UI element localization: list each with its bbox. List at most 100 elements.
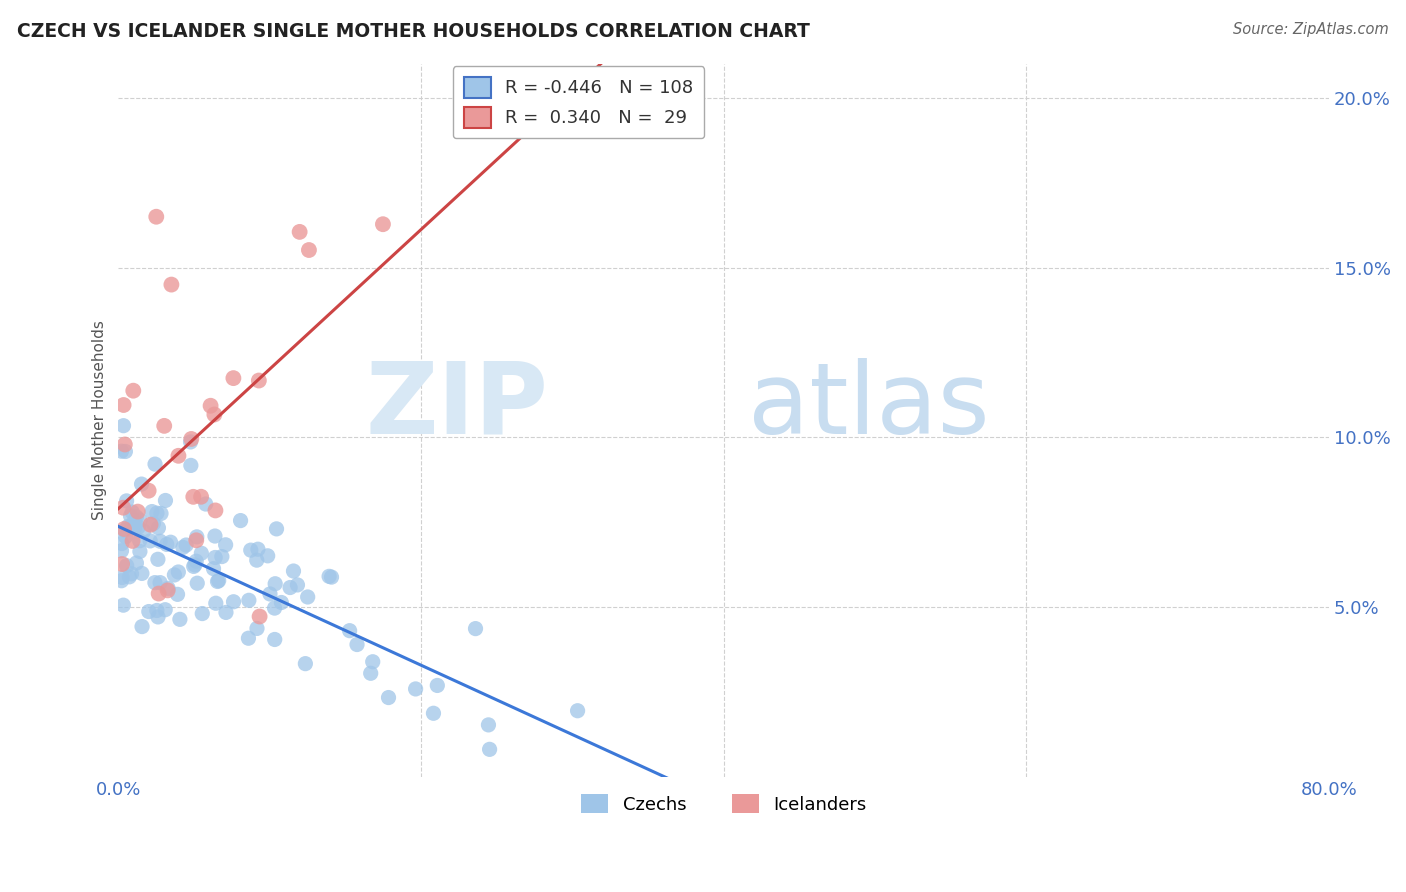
Point xyxy=(163,568,186,582)
Point xyxy=(142,516,165,531)
Point xyxy=(146,506,169,520)
Point xyxy=(426,678,449,692)
Point xyxy=(259,587,281,601)
Point xyxy=(169,612,191,626)
Point xyxy=(149,575,172,590)
Point xyxy=(371,217,394,231)
Point xyxy=(294,657,316,671)
Point xyxy=(239,543,262,558)
Text: ZIP: ZIP xyxy=(366,358,548,455)
Point xyxy=(145,210,167,224)
Point xyxy=(174,538,197,552)
Point xyxy=(204,596,226,610)
Legend: Czechs, Icelanders: Czechs, Icelanders xyxy=(574,787,873,821)
Point xyxy=(128,533,150,548)
Point xyxy=(405,681,427,696)
Point xyxy=(346,638,368,652)
Point xyxy=(139,517,162,532)
Point xyxy=(143,575,166,590)
Point xyxy=(264,576,287,591)
Point xyxy=(194,497,217,511)
Point xyxy=(153,603,176,617)
Point xyxy=(141,504,163,518)
Point xyxy=(204,529,226,543)
Point xyxy=(321,570,343,584)
Point xyxy=(131,477,153,491)
Point xyxy=(160,277,183,292)
Point xyxy=(114,524,136,538)
Point xyxy=(110,543,132,558)
Point xyxy=(110,574,132,588)
Point xyxy=(249,609,271,624)
Point xyxy=(287,578,309,592)
Point xyxy=(211,549,233,564)
Point xyxy=(124,521,146,535)
Point xyxy=(112,522,135,536)
Point xyxy=(246,622,269,636)
Text: Source: ZipAtlas.com: Source: ZipAtlas.com xyxy=(1233,22,1389,37)
Point xyxy=(127,505,149,519)
Point xyxy=(153,418,176,433)
Point xyxy=(186,576,208,591)
Point xyxy=(166,587,188,601)
Point xyxy=(477,718,499,732)
Point xyxy=(148,521,170,535)
Point xyxy=(478,742,501,756)
Point xyxy=(157,582,180,596)
Point xyxy=(422,706,444,721)
Point xyxy=(464,622,486,636)
Point xyxy=(256,549,278,563)
Point xyxy=(222,371,245,385)
Point xyxy=(122,384,145,398)
Point xyxy=(143,457,166,471)
Point xyxy=(191,607,214,621)
Point xyxy=(298,243,321,257)
Point xyxy=(186,554,208,568)
Point xyxy=(247,374,270,388)
Point xyxy=(238,632,260,646)
Point xyxy=(131,619,153,633)
Point xyxy=(114,444,136,458)
Point xyxy=(567,704,589,718)
Point xyxy=(180,432,202,446)
Point xyxy=(112,398,135,412)
Point xyxy=(360,666,382,681)
Point xyxy=(121,518,143,533)
Point xyxy=(132,524,155,538)
Point xyxy=(124,514,146,528)
Point xyxy=(190,490,212,504)
Point xyxy=(112,500,135,515)
Point xyxy=(186,533,208,548)
Point xyxy=(204,550,226,565)
Point xyxy=(112,598,135,612)
Point xyxy=(110,444,132,458)
Point xyxy=(115,494,138,508)
Point xyxy=(114,530,136,544)
Point xyxy=(270,595,292,609)
Point xyxy=(114,437,136,451)
Point xyxy=(155,493,177,508)
Point xyxy=(202,562,225,576)
Y-axis label: Single Mother Households: Single Mother Households xyxy=(93,320,107,520)
Point xyxy=(297,590,319,604)
Point xyxy=(120,508,142,523)
Point xyxy=(215,606,238,620)
Text: atlas: atlas xyxy=(748,358,990,455)
Point xyxy=(263,601,285,615)
Point xyxy=(339,624,361,638)
Point xyxy=(202,408,225,422)
Point xyxy=(125,510,148,524)
Point xyxy=(149,534,172,549)
Point xyxy=(121,505,143,519)
Point xyxy=(190,546,212,560)
Point xyxy=(266,522,288,536)
Point xyxy=(214,538,236,552)
Point xyxy=(129,513,152,527)
Point xyxy=(115,558,138,573)
Point xyxy=(377,690,399,705)
Point xyxy=(238,593,260,607)
Point xyxy=(180,434,202,449)
Point xyxy=(118,570,141,584)
Point xyxy=(125,556,148,570)
Point xyxy=(148,586,170,600)
